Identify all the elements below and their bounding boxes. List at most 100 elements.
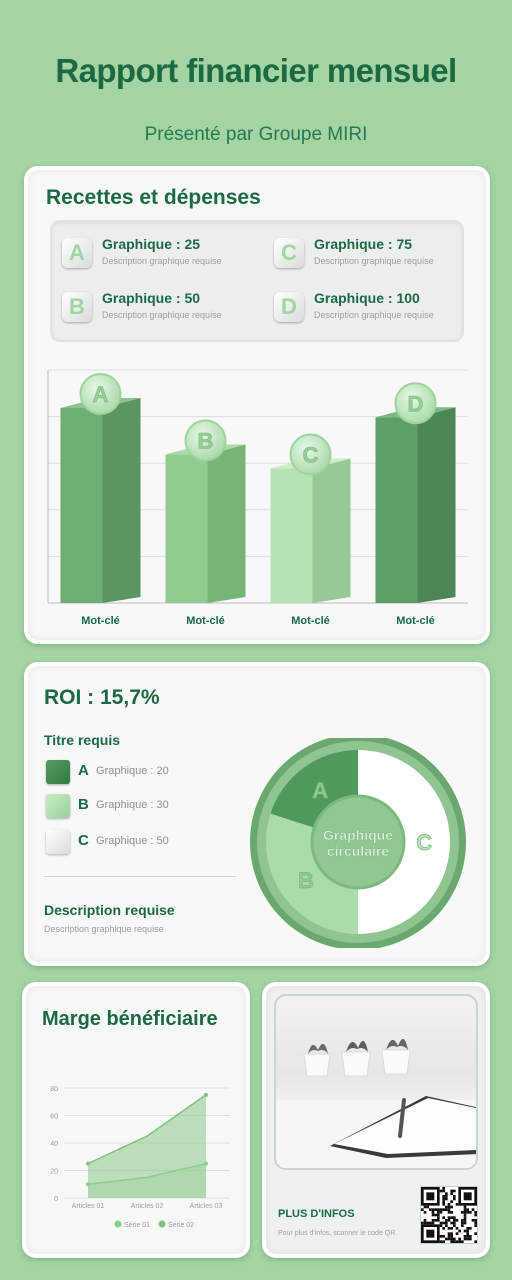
qr-finder-core: [426, 1192, 435, 1201]
qr-finder-core: [463, 1192, 472, 1201]
x-tick-label: Articles 02: [131, 1203, 164, 1210]
legend-item-c: C Graphique : 75 Description graphique r…: [274, 236, 474, 278]
qr-module: [450, 1216, 453, 1219]
roi-legend-a: A Graphique : 20: [46, 760, 246, 786]
qr-module: [447, 1219, 451, 1222]
qr-module: [453, 1219, 456, 1222]
qr-finder-core: [426, 1229, 435, 1238]
legend-label: Graphique : 25: [102, 236, 201, 252]
qr-module: [466, 1229, 469, 1233]
qr-module: [458, 1237, 461, 1241]
bar-side-A: [102, 397, 141, 603]
roi-desc-title: Description requise: [44, 902, 175, 918]
bar-chart: A Mot-clé B Mot-clé C Mot-clé D Mot-clé: [47, 369, 468, 627]
qr-module: [442, 1208, 445, 1211]
qr-module: [447, 1205, 451, 1209]
qr-module: [453, 1224, 456, 1227]
desk-photo: [274, 994, 478, 1170]
pie-label-A: A: [312, 778, 328, 803]
qr-module: [450, 1189, 453, 1193]
legend-label: Série 02: [168, 1222, 194, 1229]
desk-illustration: [276, 1038, 476, 1168]
qr-module: [447, 1203, 451, 1206]
qr-module: [437, 1211, 440, 1214]
qr-module: [431, 1208, 435, 1211]
qr-module: [463, 1219, 467, 1222]
series-point: [204, 1092, 208, 1097]
x-tick-label: Mot-clé: [291, 615, 330, 627]
bar-letter: D: [408, 391, 424, 416]
qr-module: [461, 1240, 464, 1243]
legend-label: Graphique : 50: [102, 290, 201, 306]
qr-module: [442, 1197, 445, 1201]
qr-module: [453, 1189, 456, 1193]
qr-module: [466, 1232, 469, 1235]
plant-pots: [303, 1038, 411, 1077]
notebook: [330, 1096, 476, 1158]
bar-bubble-C: [289, 433, 332, 476]
qr-module: [461, 1224, 464, 1227]
qr-module: [474, 1211, 477, 1214]
bar-letter: C: [303, 443, 319, 468]
qr-module: [442, 1203, 445, 1206]
qr-module: [447, 1232, 451, 1235]
qr-module: [469, 1211, 472, 1214]
qr-module: [450, 1232, 453, 1235]
bar-bubble-A: [79, 372, 122, 415]
pie-label-C: C: [416, 830, 432, 855]
y-tick-label: 20: [50, 1169, 58, 1176]
roi-legend-c: C Graphique : 50: [46, 830, 246, 856]
bar-side-C: [312, 458, 351, 603]
qr-module: [442, 1200, 445, 1203]
qr-module: [445, 1192, 448, 1195]
series-point: [86, 1182, 90, 1187]
qr-module: [447, 1237, 451, 1241]
qr-module: [434, 1213, 437, 1217]
qr-module: [445, 1219, 448, 1222]
roi-letter-c: C: [78, 832, 89, 849]
qr-module: [463, 1213, 467, 1217]
roi-label-b: Graphique : 30: [96, 799, 169, 811]
qr-module: [466, 1227, 469, 1230]
qr-module: [450, 1205, 453, 1209]
x-tick-label: Mot-clé: [186, 615, 225, 627]
qr-module: [455, 1227, 459, 1230]
legend-desc: Description graphique requise: [314, 310, 434, 320]
qr-module: [439, 1189, 443, 1193]
qr-module: [442, 1240, 445, 1243]
roi-legend-b: B Graphique : 30: [46, 794, 246, 820]
legend-item-a: A Graphique : 25 Description graphique r…: [62, 236, 262, 278]
pie-label-B: B: [298, 868, 314, 893]
qr-module: [442, 1195, 445, 1198]
qr-code[interactable]: [420, 1186, 478, 1244]
qr-module: [437, 1208, 440, 1211]
qr-module: [453, 1197, 456, 1201]
series-area-2: [88, 1094, 206, 1198]
qr-module: [474, 1219, 477, 1222]
roi-subtitle: Titre requis: [44, 732, 120, 748]
qr-module: [466, 1211, 469, 1214]
qr-module: [447, 1208, 451, 1211]
qr-module: [450, 1235, 453, 1238]
qr-module: [447, 1216, 451, 1219]
qr-module: [445, 1208, 448, 1211]
qr-module: [442, 1235, 445, 1238]
qr-module: [442, 1227, 445, 1230]
qr-module: [455, 1232, 459, 1235]
qr-module: [447, 1211, 451, 1214]
qr-module: [463, 1205, 467, 1209]
qr-module: [434, 1219, 437, 1222]
info-card: PLUS D'INFOS Pour plus d'infos, scanner …: [262, 982, 490, 1258]
roi-swatch-b: [46, 794, 70, 818]
legend-badge-a: A: [62, 238, 92, 268]
line-chart: 0 20 40 60 80 Articles 01 Articles 02 Articles …: [50, 1086, 230, 1229]
legend-badge-d: D: [274, 292, 304, 322]
x-tick-label: Articles 03: [190, 1203, 223, 1210]
qr-module: [445, 1195, 448, 1198]
qr-module: [423, 1221, 427, 1225]
roi-swatch-c: [46, 830, 70, 854]
roi-desc-text: Description graphique requise: [44, 924, 164, 934]
qr-module: [442, 1221, 445, 1225]
bar-D: [375, 417, 418, 603]
